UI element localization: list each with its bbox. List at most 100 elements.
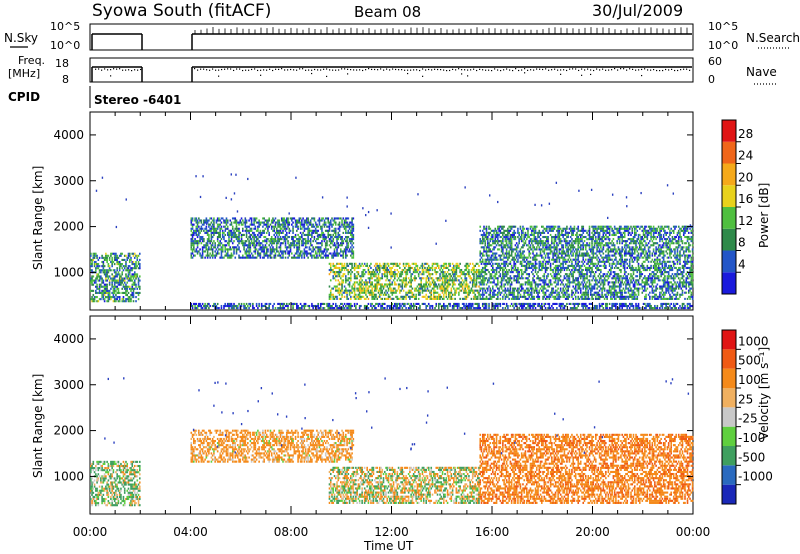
echo-cell [494, 275, 497, 278]
nave-dot [386, 68, 388, 70]
echo-cell [332, 295, 335, 298]
nave-dot [392, 68, 394, 70]
echo-cell [437, 297, 440, 300]
echo-cell [520, 256, 523, 259]
echo-cell [405, 275, 407, 278]
echo-cell [371, 307, 373, 310]
echo-cell [223, 231, 225, 234]
echo-cell [507, 277, 509, 280]
echo-cell [133, 287, 136, 290]
echo-cell [497, 248, 499, 251]
echo-cell [223, 225, 225, 228]
echo-cell [233, 229, 235, 232]
echo-cell [216, 223, 219, 226]
echo-cell [269, 242, 272, 245]
echo-cell [242, 254, 244, 257]
echo-cell [468, 268, 470, 272]
echo-cell [522, 258, 524, 261]
echo-cell [365, 283, 367, 286]
echo-cell [211, 231, 214, 234]
nave-dot [500, 69, 502, 72]
echo-cell [332, 262, 335, 265]
echo-cell [313, 238, 316, 241]
echo-cell [337, 266, 340, 270]
echo-cell [628, 302, 631, 305]
nave-dot [110, 75, 112, 77]
echo-cell [543, 304, 546, 308]
echo-cell [101, 269, 103, 272]
echo-cell [210, 238, 213, 241]
echo-cell [479, 295, 482, 298]
echo-cell [532, 244, 534, 247]
echo-cell [283, 221, 286, 224]
echo-cell [234, 221, 237, 224]
echo-cell [488, 302, 490, 305]
echo-cell [637, 307, 640, 310]
echo-cell [409, 307, 411, 310]
echo-cell [252, 223, 254, 226]
echo-cell [351, 240, 353, 243]
echo-cell [206, 256, 209, 259]
echo-cell [507, 287, 509, 290]
echo-cell [519, 250, 522, 253]
echo-cell [441, 281, 444, 284]
echo-cell [432, 287, 435, 290]
echo-cell [492, 271, 494, 274]
echo-cell [219, 227, 221, 230]
echo-cell [233, 302, 235, 305]
echo-cell [347, 231, 350, 234]
echo-cell [480, 273, 483, 276]
echo-cell [196, 244, 199, 247]
echo-cell [402, 295, 405, 298]
echo-cell [193, 246, 195, 249]
echo-cell [338, 275, 341, 278]
echo-cell [250, 223, 253, 226]
echo-cell [205, 225, 208, 228]
echo-cell [263, 229, 265, 232]
echo-cell [275, 231, 278, 234]
echo-cell [522, 240, 524, 243]
nave-dot [551, 69, 553, 71]
echo-cell [469, 262, 471, 265]
echo-cell [233, 217, 235, 220]
echo-cell [253, 235, 255, 239]
echo-cell [519, 277, 522, 280]
nave-dot [557, 69, 559, 71]
echo-cell [338, 262, 341, 265]
echo-cell [524, 268, 527, 272]
echo-cell [345, 304, 347, 308]
echo-cell [277, 242, 279, 245]
echo-cell [431, 277, 434, 280]
echo-cell [422, 302, 425, 305]
echo-cell [96, 263, 98, 266]
echo-cell [272, 225, 274, 228]
echo-cell [368, 277, 371, 280]
echo-cell [215, 248, 218, 251]
echo-cell [411, 291, 414, 294]
echo-cell [130, 258, 132, 261]
echo-cell [532, 279, 534, 282]
echo-cell [435, 277, 438, 280]
echo-cell [313, 229, 316, 232]
echo-cell [558, 304, 561, 308]
echo-cell [258, 231, 260, 234]
nave-dot [584, 69, 586, 71]
echo-cell [278, 238, 281, 241]
echo-cell [529, 297, 532, 300]
echo-cell [533, 266, 536, 270]
echo-cell [269, 238, 272, 241]
echo-cell [211, 254, 214, 257]
echo-cell [252, 244, 254, 247]
echo-cell [105, 279, 107, 282]
echo-cell [238, 231, 240, 234]
echo-cell [322, 231, 325, 234]
echo-cell [365, 271, 367, 274]
echo-cell [476, 271, 479, 274]
echo-cell [456, 307, 459, 310]
echo-cell [481, 233, 484, 237]
echo-cell [367, 297, 370, 300]
echo-cell [533, 231, 536, 234]
echo-cell [205, 246, 208, 249]
echo-cell [329, 223, 332, 226]
echo-cell [430, 289, 433, 292]
